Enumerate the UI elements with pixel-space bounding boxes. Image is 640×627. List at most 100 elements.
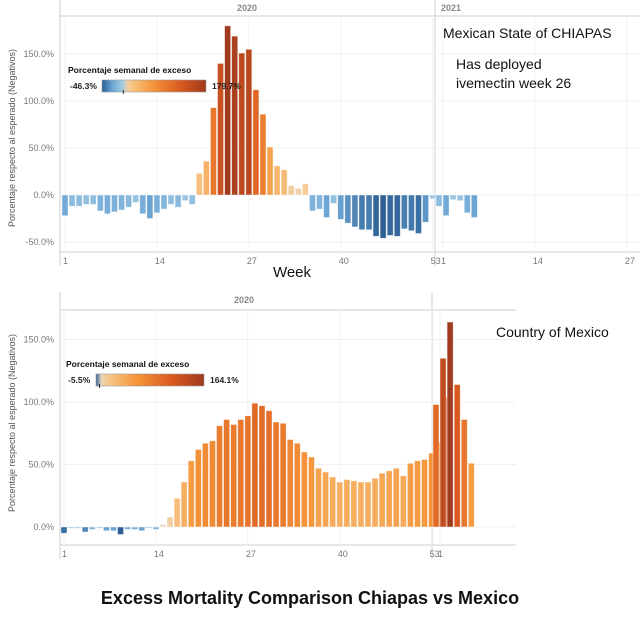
legend-min-label: -46.3% xyxy=(70,81,97,91)
x-axis-title: Week xyxy=(273,264,312,281)
y-tick-label: 150.0% xyxy=(23,49,54,59)
bar-2020-week-52 xyxy=(421,459,429,528)
bar-2020-week-12 xyxy=(138,526,146,532)
bar-2020-week-36 xyxy=(309,194,316,212)
bar-2020-week-4 xyxy=(82,194,90,205)
bar-2020-week-32 xyxy=(280,169,288,196)
bar-2021-week-1 xyxy=(435,194,443,207)
y-tick-label: 50.0% xyxy=(28,143,54,153)
bar-2020-week-40 xyxy=(337,194,345,220)
bar-2021-week-2 xyxy=(439,357,447,528)
y-tick-label: 100.0% xyxy=(23,96,54,106)
legend-color-ramp xyxy=(101,79,207,93)
x-tick-label: 27 xyxy=(246,549,256,559)
bar-2020-week-31 xyxy=(273,165,281,196)
bar-2020-week-34 xyxy=(294,188,302,196)
x-tick-label: 27 xyxy=(625,256,635,266)
bar-2020-week-43 xyxy=(357,481,365,528)
legend-max-label: 179.7% xyxy=(212,81,241,91)
bar-2020-week-19 xyxy=(188,194,196,205)
bar-2020-week-45 xyxy=(371,477,379,528)
bar-2020-week-2 xyxy=(67,526,75,529)
bar-2020-week-32 xyxy=(279,422,287,528)
year-label: 2021 xyxy=(441,3,461,13)
bar-2020-week-27 xyxy=(245,48,253,196)
bar-2020-week-14 xyxy=(153,194,161,214)
bar-2020-week-9 xyxy=(118,194,125,211)
bar-2021-week-6 xyxy=(470,194,478,218)
bar-2020-week-26 xyxy=(237,419,245,528)
y-tick-label: 0.0% xyxy=(33,522,54,532)
bar-2020-week-9 xyxy=(117,526,124,535)
bar-2020-week-28 xyxy=(251,402,259,528)
bar-2020-week-46 xyxy=(379,194,387,239)
bar-2020-week-51 xyxy=(415,194,422,234)
bar-2020-week-38 xyxy=(323,194,331,218)
bar-2020-week-44 xyxy=(364,481,372,528)
bar-2020-week-15 xyxy=(160,194,168,210)
bar-2020-week-16 xyxy=(166,516,174,528)
bar-2020-week-49 xyxy=(400,194,408,230)
y-tick-label: 0.0% xyxy=(33,190,54,200)
bar-2020-week-23 xyxy=(217,63,224,196)
bar-2020-week-27 xyxy=(244,415,252,528)
bar-2020-week-16 xyxy=(167,194,175,205)
bar-2020-week-38 xyxy=(322,471,330,528)
bar-2020-week-7 xyxy=(103,194,111,215)
bar-2020-week-47 xyxy=(386,194,394,236)
bar-2020-week-33 xyxy=(287,185,295,196)
bar-2020-week-20 xyxy=(195,172,203,196)
bar-2020-week-17 xyxy=(173,497,181,528)
y-tick-label: 150.0% xyxy=(23,335,54,345)
bar-2020-week-4 xyxy=(81,526,89,533)
bar-2020-week-41 xyxy=(343,479,351,528)
bar-2020-week-50 xyxy=(406,462,414,528)
bar-2020-week-35 xyxy=(301,183,309,196)
bar-2020-week-22 xyxy=(209,440,216,528)
bar-2020-week-25 xyxy=(231,35,239,196)
annotation-text: ivemectin week 26 xyxy=(456,75,571,91)
bar-2020-week-33 xyxy=(286,439,294,528)
x-tick-label: 14 xyxy=(155,256,165,266)
x-tick-label: 14 xyxy=(154,549,164,559)
bar-2020-week-39 xyxy=(329,476,337,528)
bar-2020-week-2 xyxy=(68,194,76,207)
legend-title: Porcentaje semanal de exceso xyxy=(66,359,189,369)
bar-2021-week-4 xyxy=(453,384,461,528)
x-tick-label: 1 xyxy=(441,256,446,266)
bar-2020-week-5 xyxy=(88,526,96,530)
bar-2021-week-6 xyxy=(467,462,475,528)
bar-2020-week-14 xyxy=(152,526,160,530)
bar-2020-week-25 xyxy=(230,424,238,528)
bar-2020-week-26 xyxy=(238,52,246,196)
x-tick-label: 1 xyxy=(62,549,67,559)
bar-2020-week-3 xyxy=(74,526,82,529)
legend-max-label: 164.1% xyxy=(210,375,239,385)
bar-2020-week-8 xyxy=(110,526,117,532)
bar-2020-week-1 xyxy=(60,526,68,534)
bar-2020-week-35 xyxy=(300,451,308,528)
bar-2020-week-37 xyxy=(315,467,322,528)
bar-2020-week-48 xyxy=(392,467,400,528)
bar-2020-week-50 xyxy=(407,194,415,232)
bar-2020-week-22 xyxy=(210,107,217,196)
bar-2020-week-42 xyxy=(350,480,358,528)
x-tick-label: 27 xyxy=(247,256,257,266)
bar-2020-week-5 xyxy=(89,194,97,205)
bar-2020-week-48 xyxy=(393,194,401,237)
bar-2020-week-8 xyxy=(111,194,118,213)
annotation-text: Has deployed xyxy=(456,56,542,72)
x-tick-label: 40 xyxy=(338,549,348,559)
legend-color-ramp xyxy=(95,373,205,387)
legend-min-label: -5.5% xyxy=(68,375,91,385)
y-tick-label: 100.0% xyxy=(23,397,54,407)
x-tick-label: 14 xyxy=(533,256,543,266)
bar-2020-week-43 xyxy=(358,194,366,231)
x-tick-label: 1 xyxy=(63,256,68,266)
bar-2020-week-13 xyxy=(145,526,153,529)
bar-2020-week-17 xyxy=(174,194,182,208)
bar-2020-week-44 xyxy=(365,194,373,231)
bar-2020-week-29 xyxy=(258,405,266,528)
y-axis-title: Porcentaje respecto al esperado (Negativ… xyxy=(7,49,17,227)
bar-2020-week-18 xyxy=(180,481,188,528)
